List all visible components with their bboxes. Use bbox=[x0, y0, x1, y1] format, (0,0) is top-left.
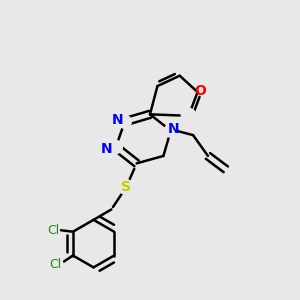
Text: N: N bbox=[101, 142, 113, 155]
Circle shape bbox=[181, 108, 196, 123]
Text: S: S bbox=[121, 180, 131, 194]
Text: N: N bbox=[168, 122, 180, 136]
Text: O: O bbox=[194, 84, 206, 98]
Text: N: N bbox=[112, 113, 123, 127]
Circle shape bbox=[119, 180, 134, 195]
Circle shape bbox=[164, 124, 177, 137]
Circle shape bbox=[118, 115, 131, 128]
Text: Cl: Cl bbox=[47, 224, 60, 237]
Circle shape bbox=[109, 140, 122, 154]
Text: Cl: Cl bbox=[49, 258, 61, 271]
